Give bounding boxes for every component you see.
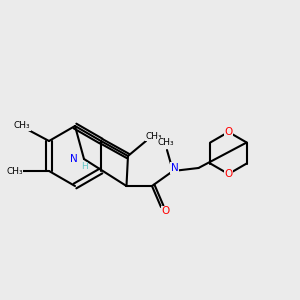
Text: CH₃: CH₃ (14, 122, 30, 130)
Text: CH₃: CH₃ (157, 138, 174, 147)
Text: O: O (224, 169, 232, 179)
Text: N: N (70, 154, 77, 164)
Text: O: O (224, 127, 232, 137)
Text: N: N (171, 163, 178, 173)
Text: CH₃: CH₃ (6, 167, 23, 176)
Text: O: O (161, 206, 169, 217)
Text: CH₃: CH₃ (145, 132, 162, 141)
Text: H: H (81, 162, 87, 171)
